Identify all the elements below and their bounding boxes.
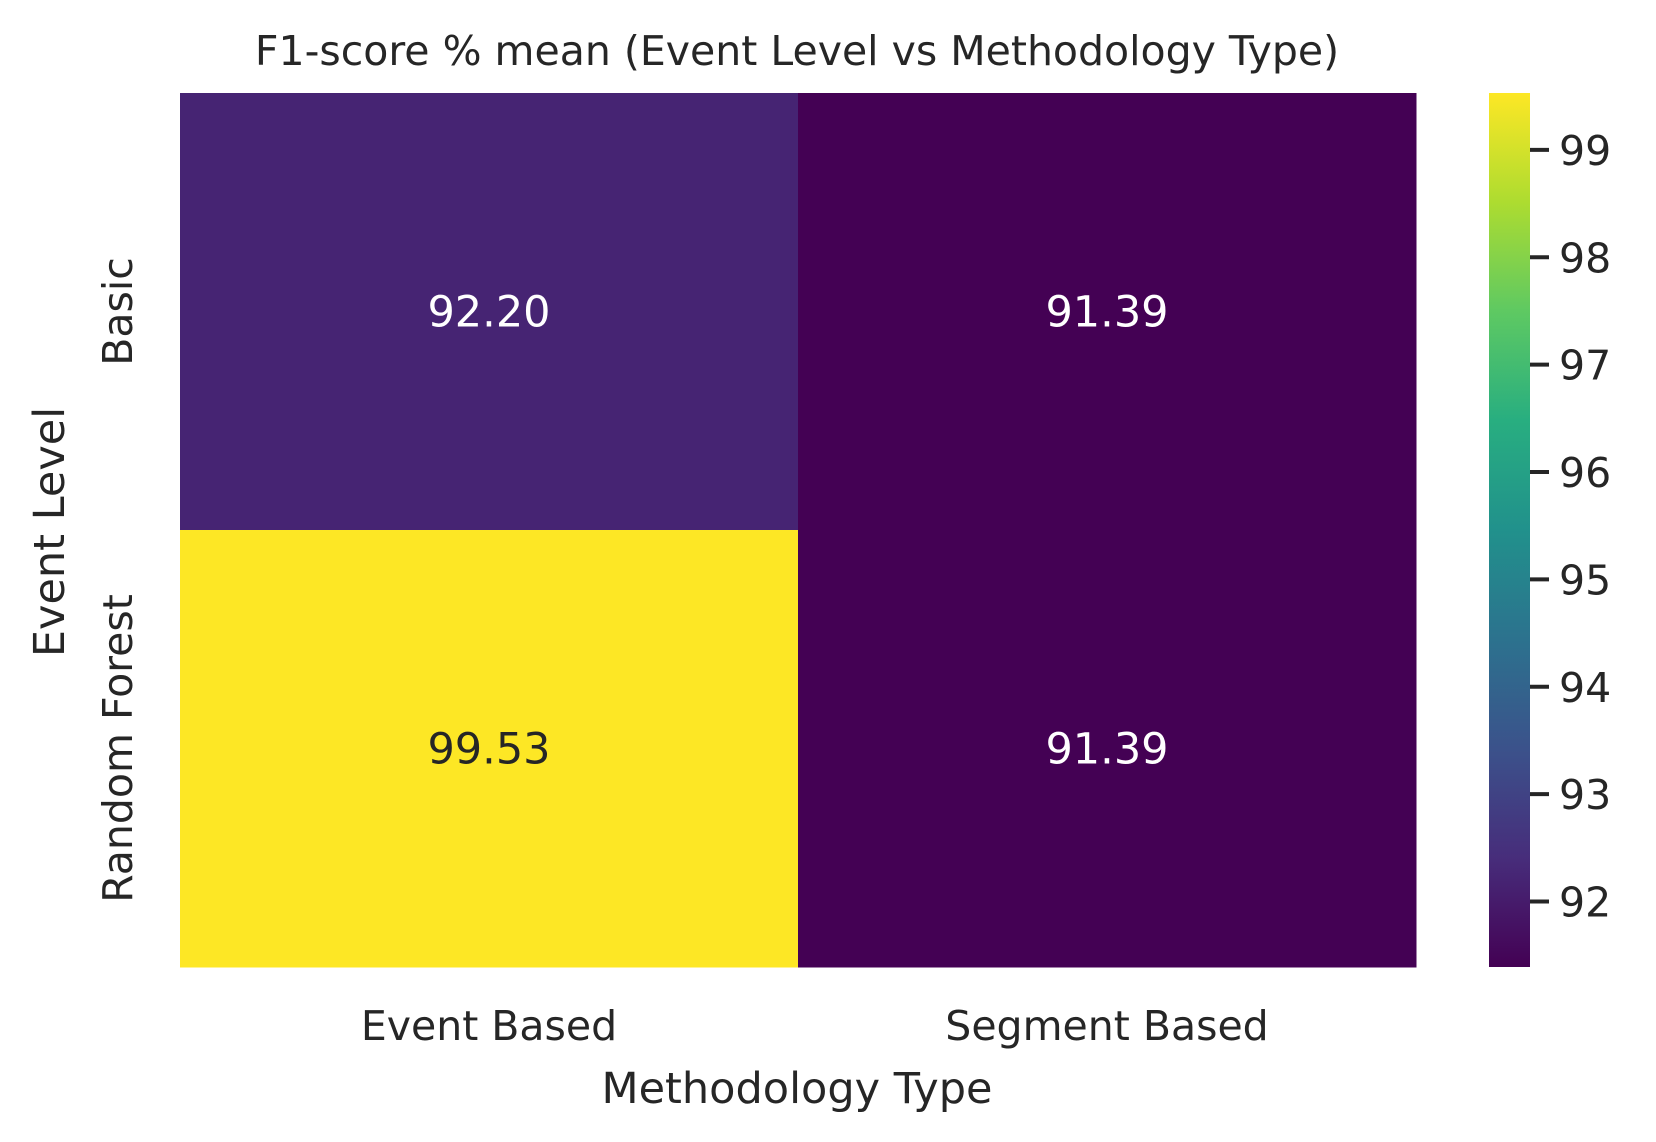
y-axis-label: Event Level xyxy=(25,407,75,657)
heatmap-cell xyxy=(798,530,1417,968)
colorbar-tick-label: 98 xyxy=(1559,234,1611,282)
colorbar-tick-label: 95 xyxy=(1559,556,1611,604)
colorbar-tick-label: 93 xyxy=(1559,771,1611,819)
colorbar-tick-label: 94 xyxy=(1559,664,1611,712)
heatmap-cell xyxy=(798,93,1417,531)
x-axis-tick-labels: Event Based Segment Based xyxy=(361,1002,1269,1050)
colorbar-tick-label: 92 xyxy=(1559,879,1611,927)
colorbar xyxy=(1489,93,1530,967)
y-axis-tick-labels: Basic Random Forest xyxy=(94,257,142,903)
heatmap-cells xyxy=(180,93,1417,968)
colorbar-tick-label: 99 xyxy=(1559,127,1611,175)
y-tick-label: Basic xyxy=(94,257,142,366)
x-tick-label: Event Based xyxy=(361,1002,617,1050)
colorbar-ticks: 92 93 94 95 96 97 98 99 xyxy=(1530,127,1611,927)
heatmap-cell xyxy=(180,93,799,531)
chart-title: F1-score % mean (Event Level vs Methodol… xyxy=(255,27,1339,75)
colorbar-tick-label: 97 xyxy=(1559,342,1611,390)
x-tick-label: Segment Based xyxy=(945,1002,1268,1050)
cell-value-label: 91.39 xyxy=(1045,288,1168,338)
colorbar-tick-label: 96 xyxy=(1559,449,1611,497)
cell-value-label: 91.39 xyxy=(1045,725,1168,775)
y-tick-label: Random Forest xyxy=(94,594,142,903)
cell-value-label: 92.20 xyxy=(427,288,550,338)
cell-value-label: 99.53 xyxy=(427,725,550,775)
heatmap-cell xyxy=(180,530,799,968)
heatmap-cell-labels: 92.20 91.39 99.53 91.39 xyxy=(427,288,1168,775)
x-axis-label: Methodology Type xyxy=(601,1064,992,1114)
